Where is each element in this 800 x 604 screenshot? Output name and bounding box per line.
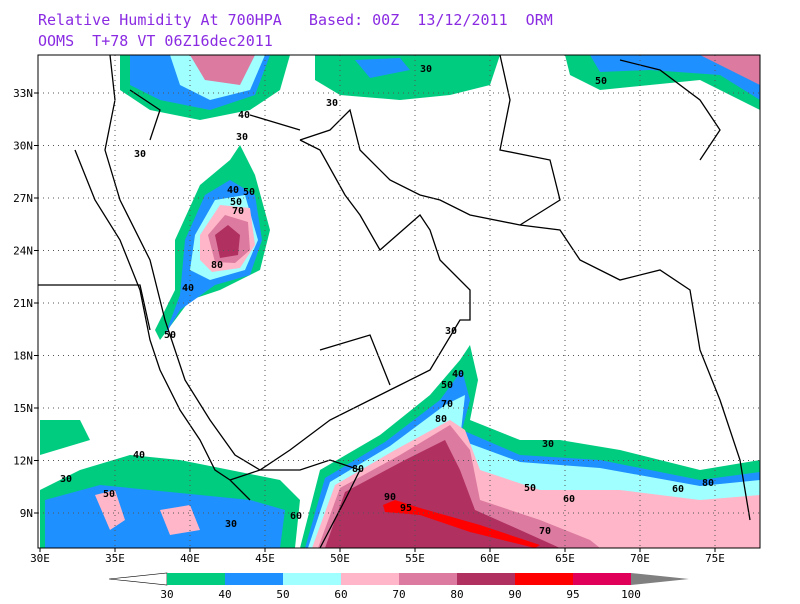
- plot-area: 30 30 30 30 40 40 50 50 70 80 40 50 30 4…: [34, 54, 761, 552]
- plot-frame: [37, 54, 761, 549]
- contour-label: 80: [211, 260, 223, 271]
- contour-label: 90: [384, 492, 396, 503]
- lon-label: 75E: [705, 552, 725, 565]
- lon-label: 70E: [630, 552, 650, 565]
- colorbar-arrow: [108, 572, 168, 586]
- lat-label: 9N: [20, 507, 33, 520]
- rh-field: [383, 500, 540, 548]
- lon-label: 60E: [480, 552, 500, 565]
- lon-label: 30E: [30, 552, 50, 565]
- coastline: [229, 139, 471, 481]
- title: Relative Humidity At 700HPA Based: 00Z 1…: [38, 11, 553, 29]
- humidity-fields: [40, 55, 760, 548]
- colorbar: 30 40 50 60 70 80 90 95 100: [108, 572, 689, 601]
- contour-label: 50: [243, 187, 255, 198]
- lon-label: 65E: [555, 552, 575, 565]
- contour-label: 50: [595, 76, 607, 87]
- contour-label: 95: [400, 503, 412, 514]
- rh-field: [325, 440, 560, 548]
- contour-label: 30: [236, 132, 248, 143]
- contour-label: 50: [524, 483, 536, 494]
- lat-label: 21N: [13, 297, 33, 310]
- lat-label: 30N: [13, 140, 33, 153]
- colorbar-swatch: [341, 573, 399, 585]
- rh-field: [215, 225, 240, 258]
- contour-label: 50: [441, 380, 453, 391]
- contour-label: 60: [563, 494, 575, 505]
- lon-label: 35E: [105, 552, 125, 565]
- contour-label: 80: [435, 414, 447, 425]
- contour-label: 70: [232, 206, 244, 217]
- colorbar-swatch: [399, 573, 457, 585]
- lat-label: 24N: [13, 245, 33, 258]
- colorbar-label: 50: [276, 588, 289, 600]
- coastline: [299, 108, 751, 521]
- contour-label: 50: [230, 197, 242, 208]
- colorbar-swatch: [283, 573, 341, 585]
- contour-label: 40: [182, 283, 194, 294]
- coastline: [74, 149, 251, 501]
- colorbar-label: 80: [450, 588, 463, 600]
- lon-label: 55E: [405, 552, 425, 565]
- contour-labels: 30 30 30 30 40 40 50 50 70 80 40 50 30 4…: [60, 64, 714, 537]
- colorbar-label: 30: [160, 588, 173, 600]
- contour-label: 40: [452, 369, 464, 380]
- lat-label: 27N: [13, 192, 33, 205]
- contour-label: 50: [103, 489, 115, 500]
- contour-label: 40: [227, 185, 239, 196]
- lon-label: 40E: [180, 552, 200, 565]
- contour-label: 40: [133, 450, 145, 461]
- coastlines: [38, 54, 751, 549]
- lon-label: 45E: [255, 552, 275, 565]
- rh-field: [40, 420, 90, 455]
- lat-label: 33N: [13, 87, 33, 100]
- colorbar-label: 40: [218, 588, 231, 600]
- border: [38, 54, 721, 386]
- rh-field: [95, 490, 200, 535]
- contour-label: 70: [441, 399, 453, 410]
- lat-label: 12N: [13, 455, 33, 468]
- colorbar-swatch: [457, 573, 515, 585]
- colorbar-label: 90: [508, 588, 521, 600]
- colorbar-label: 95: [566, 588, 579, 600]
- contour-label: 70: [539, 526, 551, 537]
- contour-label: 30: [134, 149, 146, 160]
- colorbar-swatch: [515, 573, 573, 585]
- colorbar-swatch: [573, 573, 631, 585]
- rh-field: [355, 58, 410, 78]
- rh-field: [700, 55, 760, 85]
- rh-field: [190, 55, 255, 85]
- contour-label: 60: [290, 511, 302, 522]
- lon-label: 50E: [330, 552, 350, 565]
- graticule: [34, 55, 760, 552]
- colorbar-label: 60: [334, 588, 347, 600]
- contour-label: 60: [672, 484, 684, 495]
- contour-label: 30: [542, 439, 554, 450]
- rh-field: [590, 55, 760, 100]
- contour-label: 40: [238, 110, 250, 121]
- colorbar-label: 100: [621, 588, 641, 600]
- contour-label: 30: [445, 326, 457, 337]
- colorbar-label: 70: [392, 588, 405, 600]
- colorbar-swatch: [225, 573, 283, 585]
- contour-label: 80: [702, 478, 714, 489]
- contour-label: 80: [352, 464, 364, 475]
- contour-label: 30: [326, 98, 338, 109]
- subtitle: OOMS T+78 VT 06Z16dec2011: [38, 32, 273, 50]
- coastline: [104, 54, 361, 549]
- contour-label: 30: [60, 474, 72, 485]
- lat-label: 15N: [13, 402, 33, 415]
- contour-label: 30: [225, 519, 237, 530]
- contour-label: 30: [420, 64, 432, 75]
- colorbar-swatch: [167, 573, 225, 585]
- colorbar-arrow: [631, 573, 689, 585]
- contour-label: 50: [164, 330, 176, 341]
- lat-label: 18N: [13, 350, 33, 363]
